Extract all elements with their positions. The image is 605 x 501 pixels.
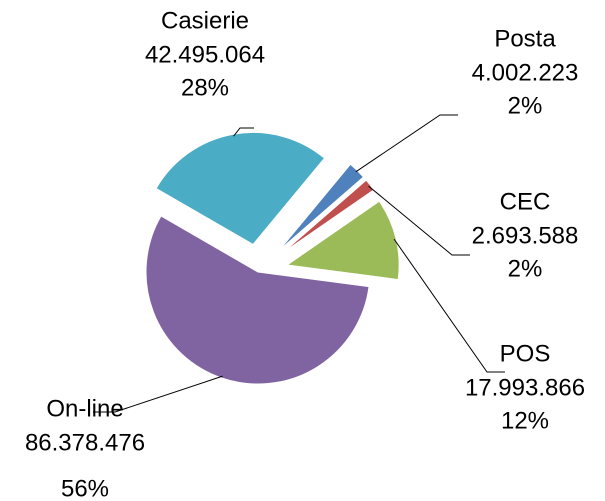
slice-percent: 56%	[61, 475, 109, 501]
slice-percent: 28%	[181, 74, 229, 101]
leader-line	[233, 127, 254, 137]
slice-percent: 12%	[501, 407, 549, 434]
slice-label: POS	[500, 340, 551, 367]
slice-label: On-line	[46, 395, 123, 422]
slice-value: 17.993.866	[465, 374, 585, 401]
slice-percent: 2%	[508, 92, 543, 119]
slice-percent: 2%	[508, 255, 543, 282]
pie-slice	[155, 131, 326, 246]
slice-value: 86.378.476	[25, 429, 145, 456]
slice-label: Posta	[494, 25, 556, 52]
leader-line	[355, 114, 458, 173]
slice-value: 42.495.064	[145, 41, 265, 68]
slice-value: 2.693.588	[472, 222, 579, 249]
pie-slice	[285, 200, 400, 281]
leader-line	[368, 185, 470, 256]
slice-label: Casierie	[161, 7, 249, 34]
slice-value: 4.002.223	[472, 59, 579, 86]
pie-slice	[145, 215, 370, 385]
leader-line	[93, 375, 223, 413]
leader-line	[393, 238, 505, 373]
slice-label: CEC	[500, 188, 551, 215]
